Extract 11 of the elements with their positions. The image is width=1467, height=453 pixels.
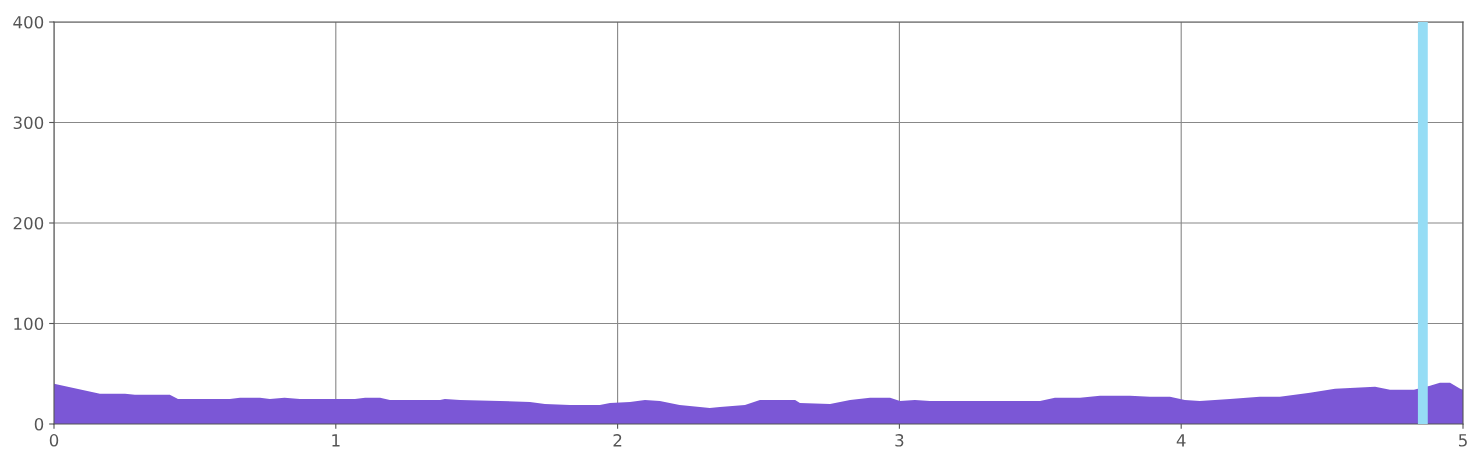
y-tick-label: 200	[13, 216, 44, 230]
y-tick-label: 400	[13, 15, 44, 29]
x-tick-label: 0	[49, 434, 59, 447]
y-tick-label: 0	[34, 417, 44, 431]
x-tick-label: 2	[613, 434, 622, 447]
x-tick-label: 3	[895, 434, 904, 447]
y-tick-label: 100	[14, 317, 44, 331]
x-tick-label: 1	[332, 434, 340, 447]
x-tick-label: 4	[1176, 434, 1186, 447]
y-tick-label: 300	[13, 116, 44, 130]
x-tick-label: 5	[1458, 434, 1467, 447]
